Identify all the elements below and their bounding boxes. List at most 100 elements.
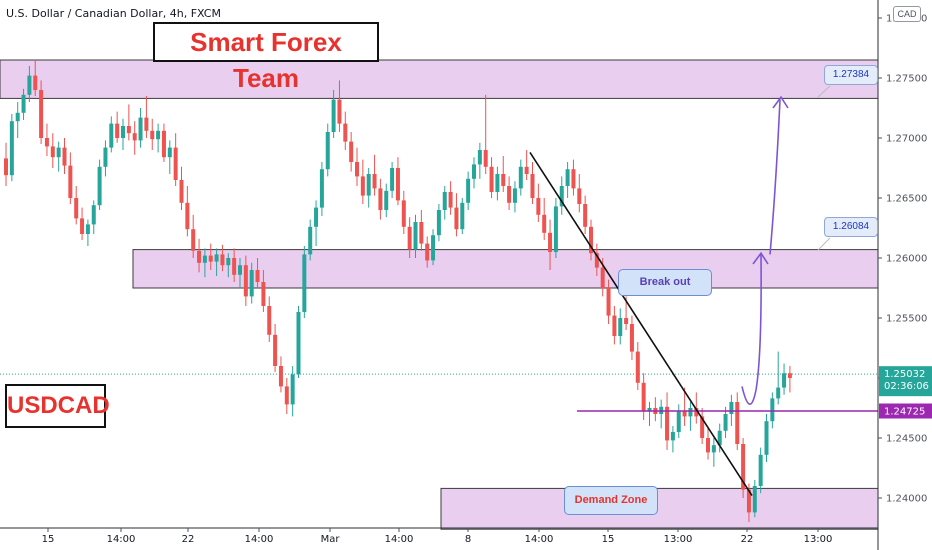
candle-body bbox=[618, 318, 623, 336]
level-label-pointer bbox=[817, 85, 831, 98]
y-tick-label: 1.27000 bbox=[886, 134, 927, 145]
candle-body bbox=[161, 130, 166, 158]
candle-body bbox=[390, 168, 395, 191]
candle-body bbox=[232, 258, 237, 275]
candle-body bbox=[9, 121, 14, 176]
candle-body bbox=[325, 132, 330, 170]
y-tick-label: 1.25500 bbox=[886, 314, 927, 325]
candle-body bbox=[355, 162, 359, 177]
candle-body bbox=[202, 255, 207, 263]
candle-body bbox=[688, 408, 693, 417]
break-out-callout[interactable]: Break out bbox=[618, 269, 712, 296]
x-tick-label: 15 bbox=[42, 534, 55, 545]
price-scale-background[interactable] bbox=[878, 0, 932, 550]
candle-body bbox=[553, 206, 558, 252]
candle-body bbox=[115, 123, 120, 138]
candle-body bbox=[600, 267, 605, 288]
candle-body bbox=[85, 224, 90, 234]
candle-body bbox=[62, 147, 67, 166]
candle-body bbox=[413, 222, 418, 250]
candle-body bbox=[401, 200, 406, 227]
x-tick-label: 22 bbox=[741, 534, 754, 545]
candle-body bbox=[156, 130, 161, 140]
candle-body bbox=[97, 166, 102, 206]
upper-level-label[interactable]: 1.27384 bbox=[824, 65, 878, 85]
y-tick-label: 1.24500 bbox=[886, 434, 927, 445]
candle-body bbox=[138, 117, 143, 141]
candle-body bbox=[319, 169, 324, 208]
candle-body bbox=[185, 202, 190, 230]
candle-body bbox=[483, 150, 488, 167]
candle-body bbox=[706, 438, 710, 453]
candle-body bbox=[647, 408, 652, 412]
candle-body bbox=[302, 254, 307, 312]
candle-body bbox=[238, 265, 242, 275]
candle-body bbox=[121, 126, 125, 138]
candle-body bbox=[296, 312, 301, 375]
candle-body bbox=[477, 150, 482, 165]
candle-body bbox=[548, 232, 553, 252]
candle-body bbox=[431, 235, 436, 261]
y-tick-label: 1.24000 bbox=[886, 494, 927, 505]
mid-level-label[interactable]: 1.26084 bbox=[824, 217, 878, 237]
x-tick-label: 8 bbox=[465, 534, 471, 545]
candle-body bbox=[518, 166, 523, 189]
candle-body bbox=[641, 382, 646, 412]
time-axis-ticks: 15 14:00 22 14:00 Mar 14:00 8 14:00 15 13:00 22 13:… bbox=[42, 528, 833, 545]
level-price-value: 1.24725 bbox=[884, 407, 925, 418]
zone-0 bbox=[0, 59, 879, 99]
candle-body bbox=[314, 207, 319, 227]
candle-body bbox=[472, 164, 476, 179]
symbol-title: U.S. Dollar / Canadian Dollar, 4h, FXCM bbox=[6, 7, 221, 20]
level-label-pointer bbox=[817, 237, 831, 251]
candle-body bbox=[273, 334, 278, 366]
candle-body bbox=[571, 169, 576, 189]
candle-body bbox=[109, 123, 114, 148]
x-tick-label: 14:00 bbox=[385, 534, 414, 545]
candle-body bbox=[735, 402, 740, 444]
candle-body bbox=[103, 147, 108, 167]
candle-body bbox=[530, 174, 535, 198]
candle-body bbox=[349, 141, 354, 162]
y-tick-label: 1.26500 bbox=[886, 194, 927, 205]
candle-body bbox=[589, 226, 593, 254]
candle-body bbox=[191, 229, 196, 251]
projection-arrow-to-mid-zone bbox=[741, 254, 762, 405]
candle-body bbox=[226, 258, 231, 266]
candle-body bbox=[407, 226, 412, 250]
candle-body bbox=[21, 94, 26, 113]
current-price-label bbox=[879, 366, 932, 397]
candle-body bbox=[126, 126, 131, 134]
candle-body bbox=[782, 373, 787, 388]
candle-body bbox=[243, 265, 248, 297]
candle-body bbox=[776, 387, 781, 399]
candle-body bbox=[372, 174, 377, 189]
candle-body bbox=[752, 486, 757, 513]
candle-body bbox=[44, 138, 49, 147]
candle-body bbox=[746, 489, 751, 513]
x-tick-label: 14:00 bbox=[245, 534, 274, 545]
candle-body bbox=[15, 112, 20, 122]
candle-body bbox=[454, 207, 459, 230]
currency-button[interactable]: CAD bbox=[893, 6, 921, 22]
candle-body bbox=[577, 188, 582, 204]
candle-body bbox=[378, 188, 383, 210]
trendline[interactable] bbox=[529, 151, 753, 497]
candle-body bbox=[278, 366, 283, 387]
demand-zone-callout[interactable]: Demand Zone bbox=[564, 486, 658, 515]
candle-body bbox=[4, 158, 8, 176]
supply-demand-zones bbox=[0, 59, 879, 530]
candle-body bbox=[676, 411, 681, 432]
candle-body bbox=[770, 398, 775, 422]
x-tick-label: 22 bbox=[182, 534, 195, 545]
candle-body bbox=[337, 99, 342, 124]
candle-body bbox=[711, 445, 716, 453]
candle-body bbox=[290, 374, 295, 405]
candle-body bbox=[436, 210, 441, 236]
candle-body bbox=[220, 254, 225, 266]
candle-body bbox=[460, 202, 465, 230]
candle-body bbox=[284, 386, 289, 405]
x-tick-label: 13:00 bbox=[804, 534, 833, 545]
candle-body bbox=[741, 444, 746, 490]
